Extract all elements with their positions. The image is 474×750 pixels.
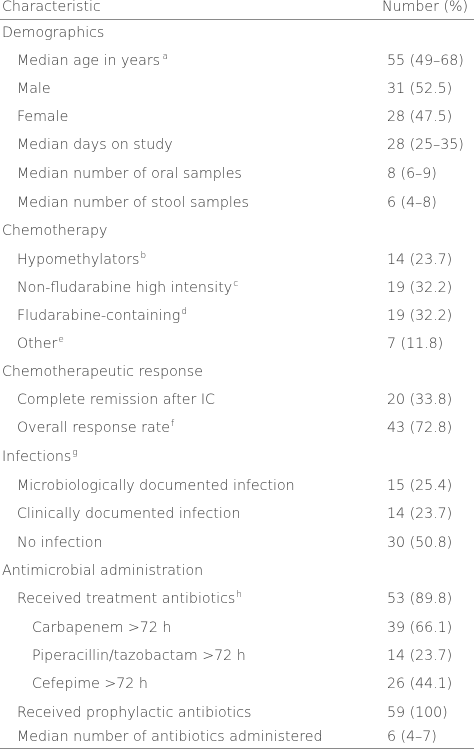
table-row-cefepime: Cefepime >72 h 26 (44.1) [0, 670, 474, 698]
footnote-marker: b [140, 251, 147, 261]
row-label-text: Median age in years [17, 53, 161, 69]
row-label: Carbapenem >72 h [32, 620, 172, 636]
row-label-text: Other [17, 336, 58, 352]
section-label: Demographics [2, 25, 105, 41]
section-label: Chemotherapeutic response [2, 364, 203, 380]
row-label: Clinically documented infection [17, 506, 241, 522]
section-row-antimicrobial: Antimicrobial administration [0, 557, 474, 585]
row-label-text: Hypomethylators [17, 252, 140, 268]
row-label: Cefepime >72 h [32, 676, 148, 692]
section-label-text: Infections [2, 449, 72, 465]
row-value: 39 (66.1) [387, 620, 453, 636]
row-label: Overall response ratef [17, 414, 174, 442]
table-row-hypomethylators: Hypomethylatorsb 14 (23.7) [0, 246, 474, 274]
table-row-other: Othere 7 (11.8) [0, 330, 474, 358]
table-row-median-days: Median days on study 28 (25–35) [0, 131, 474, 159]
row-label: Piperacillin/tazobactam >72 h [32, 648, 246, 664]
row-value: 28 (47.5) [387, 109, 453, 125]
row-value: 28 (25–35) [387, 137, 464, 153]
table-row-micro-infection: Microbiologically documented infection 1… [0, 472, 474, 500]
table-row-complete-remission: Complete remission after IC 20 (33.8) [0, 386, 474, 414]
row-label: Median number of antibiotics administere… [17, 729, 323, 745]
column-header-number: Number (%) [382, 0, 469, 15]
row-value: 8 (6–9) [387, 166, 437, 182]
footnote-marker: f [170, 419, 175, 429]
table-row-fludarabine: Fludarabine-containingd 19 (32.2) [0, 302, 474, 330]
footnote-marker: a [162, 52, 168, 62]
row-label: Othere [17, 330, 64, 358]
header-divider [0, 19, 474, 20]
row-value: 43 (72.8) [387, 420, 453, 436]
column-header-characteristic: Characteristic [2, 0, 101, 15]
table-row-non-fludarabine: Non-fludarabine high intensityc 19 (32.2… [0, 274, 474, 302]
row-label: Median age in years a [17, 47, 168, 75]
table-row-piperacillin-tazobactam: Piperacillin/tazobactam >72 h 14 (23.7) [0, 642, 474, 670]
section-label: Chemotherapy [2, 223, 108, 239]
row-value: 14 (23.7) [387, 648, 453, 664]
row-value: 14 (23.7) [387, 252, 453, 268]
table-row-median-antibiotics: Median number of antibiotics administere… [0, 727, 474, 748]
section-row-infections: Infectionsg [0, 443, 474, 471]
row-label: Hypomethylatorsb [17, 246, 146, 274]
footnote-marker: g [72, 448, 78, 458]
row-label-text: Overall response rate [17, 420, 170, 436]
row-label: Female [17, 109, 69, 125]
row-label: Fludarabine-containingd [17, 302, 187, 330]
row-label: Complete remission after IC [17, 392, 215, 408]
footnote-marker: e [58, 335, 64, 345]
row-label: Median number of oral samples [17, 166, 242, 182]
footnote-marker: h [236, 590, 242, 600]
row-label: Received prophylactic antibiotics [17, 705, 252, 721]
row-value: 31 (52.5) [387, 81, 453, 97]
row-value: 14 (23.7) [387, 506, 453, 522]
row-label: Received treatment antibioticsh [17, 585, 242, 613]
footnote-marker: d [181, 307, 187, 317]
section-row-demographics: Demographics [0, 19, 474, 47]
section-label: Infectionsg [2, 443, 78, 471]
row-value: 6 (4–8) [387, 195, 437, 211]
row-label: Median number of stool samples [17, 195, 249, 211]
table-row-stool-samples: Median number of stool samples 6 (4–8) [0, 189, 474, 217]
table-row-carbapenem: Carbapenem >72 h 39 (66.1) [0, 614, 474, 642]
row-label: Non-fludarabine high intensityc [17, 274, 238, 302]
row-label: Median days on study [17, 137, 173, 153]
row-value: 53 (89.8) [387, 591, 453, 607]
table-row-clinical-infection: Clinically documented infection 14 (23.7… [0, 500, 474, 528]
table-row-oral-samples: Median number of oral samples 8 (6–9) [0, 160, 474, 188]
row-value: 59 (100) [387, 705, 448, 721]
section-row-chemotherapy: Chemotherapy [0, 217, 474, 245]
table-header-row: Characteristic Number (%) [0, 0, 474, 19]
section-row-response: Chemotherapeutic response [0, 358, 474, 386]
bottom-divider [0, 748, 474, 749]
row-value: 19 (32.2) [387, 308, 453, 324]
row-label-text: Fludarabine-containing [17, 308, 181, 324]
row-value: 6 (4–7) [387, 729, 437, 745]
row-value: 15 (25.4) [387, 478, 453, 494]
table-row-no-infection: No infection 30 (50.8) [0, 529, 474, 557]
row-label-text: Received treatment antibiotics [17, 591, 236, 607]
row-label: No infection [17, 535, 103, 551]
table-row-prophylactic-antibiotics: Received prophylactic antibiotics 59 (10… [0, 699, 474, 727]
row-label-text: Non-fludarabine high intensity [17, 280, 233, 296]
table-row-female: Female 28 (47.5) [0, 103, 474, 131]
row-label: Male [17, 81, 51, 97]
footnote-marker: c [233, 279, 239, 289]
row-label: Microbiologically documented infection [17, 478, 295, 494]
table-row-treatment-antibiotics: Received treatment antibioticsh 53 (89.8… [0, 585, 474, 613]
row-value: 30 (50.8) [387, 535, 453, 551]
row-value: 55 (49–68) [387, 53, 464, 69]
row-value: 7 (11.8) [387, 336, 444, 352]
table-row-overall-response: Overall response ratef 43 (72.8) [0, 414, 474, 442]
table-row-median-age: Median age in years a 55 (49–68) [0, 47, 474, 75]
row-value: 26 (44.1) [387, 676, 453, 692]
row-value: 19 (32.2) [387, 280, 453, 296]
table-row-male: Male 31 (52.5) [0, 75, 474, 103]
section-label: Antimicrobial administration [2, 563, 204, 579]
row-value: 20 (33.8) [387, 392, 453, 408]
